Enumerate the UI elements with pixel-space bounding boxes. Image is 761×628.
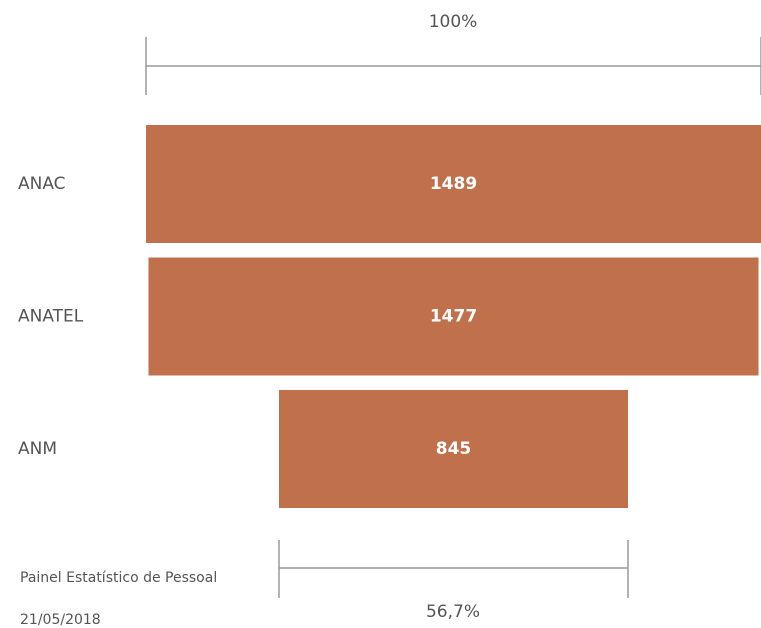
footer-date: 21/05/2018 <box>20 612 101 628</box>
top-percent-label: 100% <box>429 12 478 32</box>
value-label: 1477 <box>430 307 477 327</box>
category-label: ANM <box>18 439 57 459</box>
funnel-bar <box>278 390 629 508</box>
category-label: ANATEL <box>18 307 84 327</box>
value-label: 845 <box>436 439 472 459</box>
footer-source: Painel Estatístico de Pessoal <box>20 570 217 586</box>
category-label: ANAC <box>18 174 66 194</box>
funnel-bar <box>146 125 761 243</box>
value-label: 1489 <box>430 174 477 194</box>
bottom-percent-label: 56,7% <box>426 602 480 622</box>
funnel-bar <box>148 257 759 376</box>
